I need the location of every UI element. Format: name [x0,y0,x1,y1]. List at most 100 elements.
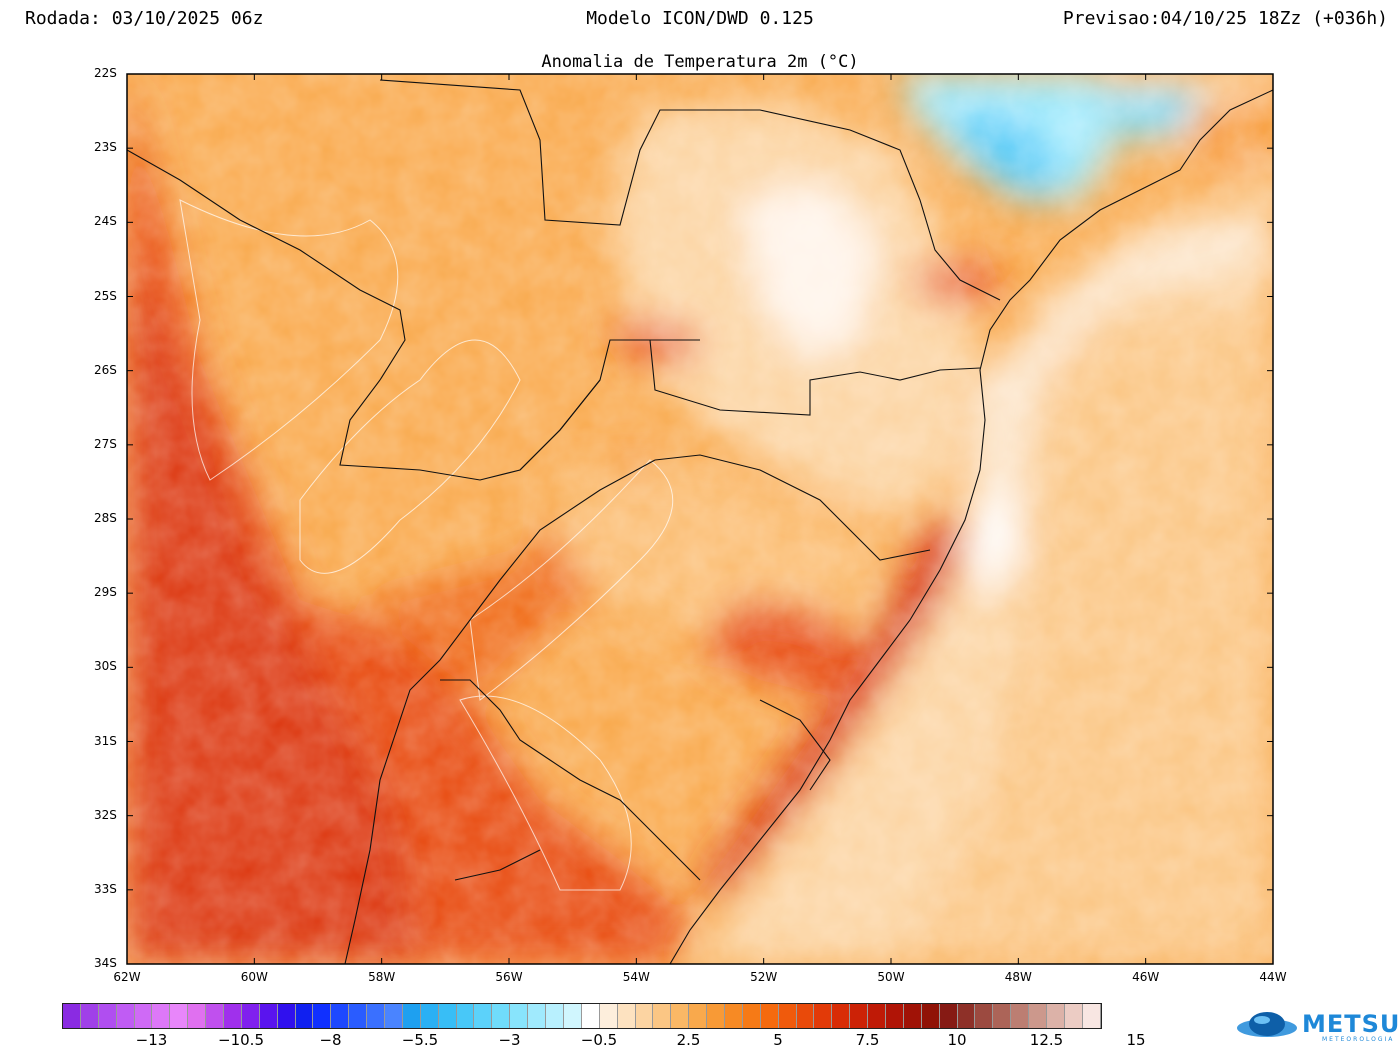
colorbar-cell [868,1004,886,1028]
colorbar-cell [492,1004,511,1028]
colorbar-cell [975,1004,994,1028]
colorbar-cell [724,1004,743,1028]
lat-label: 33S [94,881,117,896]
lat-label: 31S [94,733,117,748]
lat-label: 34S [94,956,117,970]
colorbar-cell [349,1004,368,1028]
lat-label: 24S [94,214,117,229]
lat-label: 29S [94,585,117,600]
colorbar-cell [885,1004,904,1028]
colorbar-cell [778,1004,797,1028]
colorbar-label: −10.5 [218,1031,264,1049]
lon-label: 46W [1132,970,1160,984]
colorbar-cell [295,1004,314,1028]
colorbar-cell [742,1004,761,1028]
lat-label: 30S [94,659,117,674]
colorbar-cell [1011,1004,1030,1028]
lat-label: 28S [94,511,117,525]
colorbar-cell [796,1004,815,1028]
colorbar-cell [116,1004,135,1028]
colorbar-label: 15 [1126,1031,1146,1049]
lat-label: 27S [94,436,117,451]
colorbar-cell [832,1004,851,1028]
colorbar-cell [814,1004,833,1028]
colorbar-cell [1046,1004,1065,1028]
colorbar-label: 12.5 [1029,1031,1064,1049]
lon-label: 52W [750,970,778,984]
colorbar-label: −8 [319,1031,342,1049]
lon-label: 54W [622,970,650,984]
borders [127,79,1273,964]
lon-label: 62W [113,970,141,984]
colorbar-label: −0.5 [580,1031,618,1049]
colorbar-cell [331,1004,350,1028]
colorbar-cell [313,1004,332,1028]
lon-label: 44W [1259,970,1287,984]
colorbar-cell [188,1004,207,1028]
colorbar [62,1003,1102,1029]
colorbar-cell [671,1004,690,1028]
colorbar-label: −5.5 [401,1031,439,1049]
globe-icon [1237,1012,1297,1037]
colorbar-cell [850,1004,869,1028]
lat-label: 32S [94,807,117,822]
colorbar-cell [241,1004,260,1028]
colorbar-label: −3 [498,1031,521,1049]
colorbar-cell [170,1004,189,1028]
colorbar-cell [1029,1004,1047,1028]
colorbar-cell [385,1004,403,1028]
colorbar-cell [617,1004,636,1028]
colorbar-cell [152,1004,171,1028]
colorbar-cell [456,1004,475,1028]
colorbar-cell [80,1004,99,1028]
colorbar-cell [474,1004,493,1028]
colorbar-cell [206,1004,225,1028]
anomaly-field [127,74,1273,964]
colorbar-cell [760,1004,779,1028]
map-title: Anomalia de Temperatura 2m (°C) [541,52,859,72]
anomaly-map [126,73,1274,965]
colorbar-cell [993,1004,1012,1028]
colorbar-label: 10 [947,1031,967,1049]
colorbar-cell [420,1004,439,1028]
colorbar-cell [134,1004,153,1028]
colorbar-cell [921,1004,940,1028]
metsul-logo: METSUL [1302,1010,1400,1038]
lon-label: 48W [1004,970,1032,984]
lat-label: 25S [94,288,117,303]
model-label: Modelo ICON/DWD 0.125 [586,8,814,29]
run-label: Rodada: 03/10/2025 06z [25,8,264,29]
colorbar-cell [259,1004,278,1028]
colorbar-cell [635,1004,654,1028]
lat-label: 26S [94,362,117,377]
colorbar-cell [581,1004,600,1028]
colorbar-label: −13 [135,1031,168,1049]
colorbar-cell [563,1004,582,1028]
colorbar-cell [438,1004,457,1028]
colorbar-cell [98,1004,117,1028]
metsul-logo-subtitle: METEOROLOGIA [1322,1036,1395,1043]
lon-label: 56W [495,970,523,984]
axis-ticks [126,73,1274,965]
lat-label: 22S [94,66,117,80]
colorbar-cell [957,1004,976,1028]
colorbar-cell [367,1004,386,1028]
colorbar-cell [277,1004,296,1028]
colorbar-cell [707,1004,725,1028]
colorbar-cell [224,1004,242,1028]
colorbar-cell [1064,1004,1083,1028]
colorbar-cell [402,1004,421,1028]
forecast-label: Previsao:04/10/25 18Zz (+036h) [1062,8,1388,29]
colorbar-cell [653,1004,672,1028]
colorbar-label: 7.5 [855,1031,880,1049]
colorbar-label: 5 [773,1031,783,1049]
colorbar-label: 2.5 [676,1031,701,1049]
lat-label: 23S [94,140,117,155]
colorbar-cell [546,1004,564,1028]
colorbar-cell [903,1004,922,1028]
colorbar-cell [63,1004,81,1028]
colorbar-cell [510,1004,529,1028]
lon-label: 60W [240,970,268,984]
colorbar-cell [1082,1004,1101,1028]
colorbar-cell [528,1004,547,1028]
